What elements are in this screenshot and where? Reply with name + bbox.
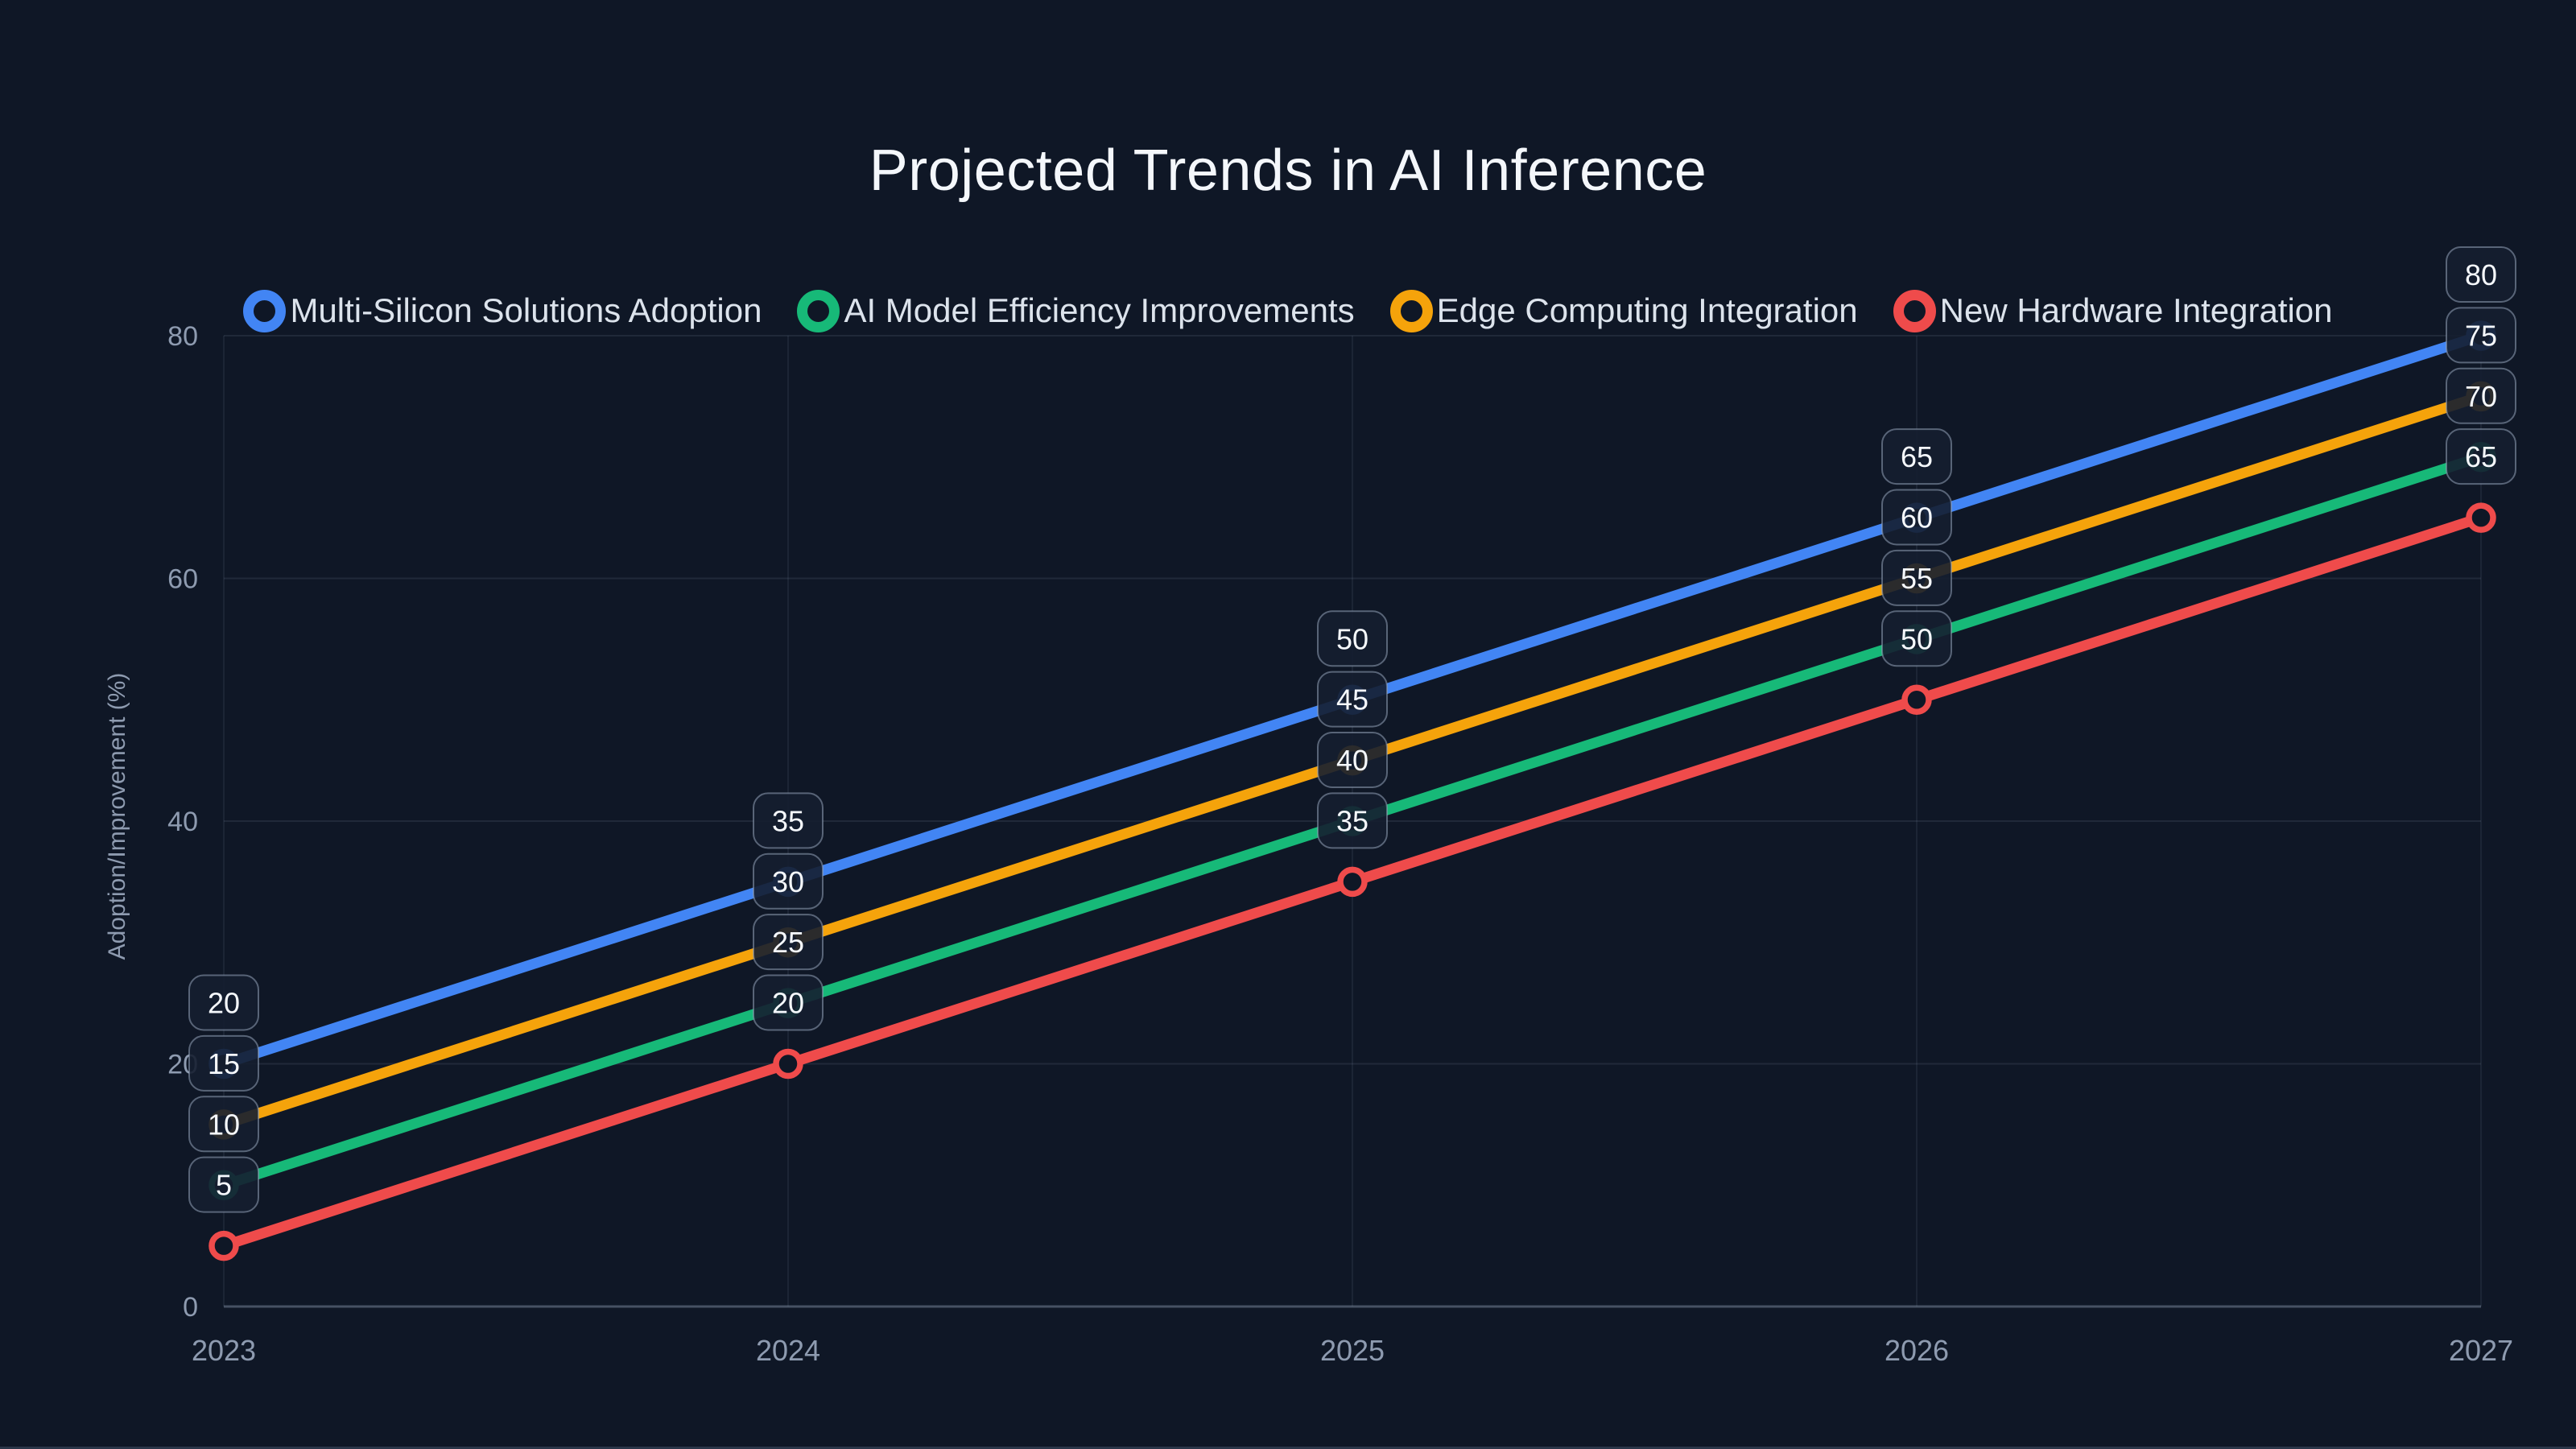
legend-item-1[interactable]: AI Model Efficiency Improvements <box>797 289 1355 332</box>
data-point-label-box <box>188 1096 259 1153</box>
data-point-label: 15 <box>208 1047 240 1080</box>
data-point-label-box <box>188 1156 259 1213</box>
data-point-label: 20 <box>772 987 804 1020</box>
legend-ring-icon <box>1389 289 1433 332</box>
y-tick-label: 80 <box>167 321 198 352</box>
chart-title: Projected Trends in AI Inference <box>869 138 1707 204</box>
data-point-label: 60 <box>1901 502 1933 535</box>
legend-label: Multi-Silicon Solutions Adoption <box>290 291 762 329</box>
data-point-label: 70 <box>2465 380 2497 413</box>
data-point-label-box <box>1317 732 1388 788</box>
data-point-label-box <box>1881 549 1952 606</box>
x-tick-label: 2027 <box>2449 1334 2513 1367</box>
legend-item-0[interactable]: Multi-Silicon Solutions Adoption <box>243 289 762 332</box>
x-tick-label: 2025 <box>1320 1334 1385 1367</box>
chart-legend: Multi-Silicon Solutions Adoption AI Model… <box>0 287 2576 335</box>
y-tick-label: 0 <box>183 1292 198 1323</box>
data-point-label: 35 <box>1336 804 1368 837</box>
data-point-label: 35 <box>772 804 804 837</box>
data-point-label: 25 <box>772 926 804 959</box>
legend-item-3[interactable]: New Hardware Integration <box>1893 289 2333 332</box>
data-point-label-box <box>753 792 824 849</box>
data-point-label-box <box>2446 246 2516 303</box>
data-point-label-box <box>753 974 824 1031</box>
data-point-label-box <box>188 1034 259 1092</box>
data-point-label-box <box>188 974 259 1031</box>
data-point-marker-3-4[interactable] <box>2466 502 2496 533</box>
y-tick-label: 40 <box>167 807 198 837</box>
data-point-label: 30 <box>772 865 804 898</box>
data-point-label: 65 <box>1901 440 1933 473</box>
data-point-label-box <box>1317 792 1388 849</box>
data-point-label: 40 <box>1336 744 1368 777</box>
data-point-label: 20 <box>208 987 240 1020</box>
data-point-label: 65 <box>2465 440 2497 473</box>
data-point-label: 45 <box>1336 683 1368 716</box>
data-point-marker-3-2[interactable] <box>1337 866 1368 898</box>
x-tick-label: 2024 <box>756 1334 820 1367</box>
x-tick-label: 2026 <box>1885 1334 1949 1367</box>
data-point-label-box <box>1317 671 1388 728</box>
legend-label: AI Model Efficiency Improvements <box>844 291 1355 329</box>
data-point-label-box <box>1317 610 1388 667</box>
data-point-label-box <box>753 852 824 910</box>
data-point-label: 50 <box>1336 622 1368 655</box>
legend-label: New Hardware Integration <box>1939 291 2333 329</box>
window-bottom-edge <box>0 1447 2576 1449</box>
data-point-label: 80 <box>2465 258 2497 291</box>
data-point-marker-3-3[interactable] <box>1901 684 1932 715</box>
data-point-label: 10 <box>208 1108 240 1141</box>
y-tick-label: 60 <box>167 564 198 595</box>
data-point-label: 50 <box>1901 622 1933 655</box>
data-point-label: 55 <box>1901 562 1933 595</box>
data-point-label-box <box>1881 610 1952 667</box>
legend-label: Edge Computing Integration <box>1436 291 1858 329</box>
legend-ring-icon <box>1893 289 1936 332</box>
x-tick-label: 2023 <box>192 1334 256 1367</box>
data-point-label-box <box>1881 428 1952 485</box>
data-point-label-box <box>753 914 824 971</box>
data-point-label-box <box>1881 489 1952 546</box>
data-point-label-box <box>2446 367 2516 424</box>
data-point-label-box <box>2446 428 2516 485</box>
data-point-label: 5 <box>216 1169 232 1202</box>
data-point-label: 75 <box>2465 319 2497 352</box>
data-point-marker-3-1[interactable] <box>773 1048 803 1080</box>
data-point-marker-3-0[interactable] <box>208 1230 239 1261</box>
data-point-label-box <box>2446 307 2516 364</box>
legend-item-2[interactable]: Edge Computing Integration <box>1389 289 1858 332</box>
